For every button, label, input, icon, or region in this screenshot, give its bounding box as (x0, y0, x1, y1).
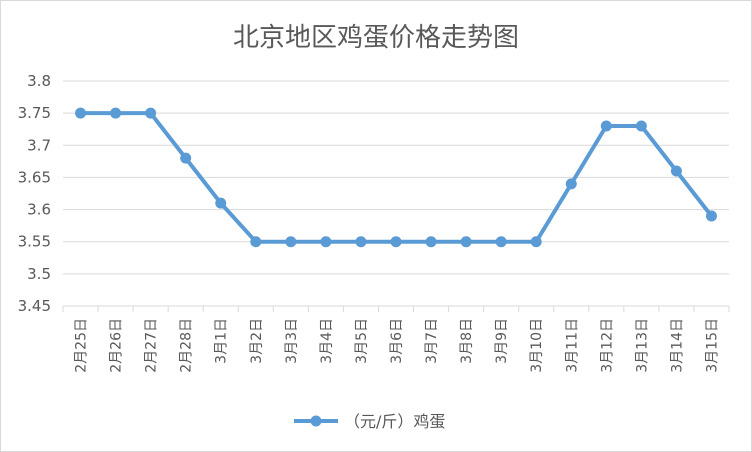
x-tick-label: 3月9日 (494, 318, 510, 364)
data-point (670, 165, 682, 177)
data-point (600, 120, 612, 132)
chart-title: 北京地区鸡蛋价格走势图 (232, 23, 519, 53)
x-tick-label: 3月10日 (529, 318, 545, 373)
x-tick-label: 2月27日 (144, 318, 160, 373)
x-tick-label: 3月5日 (354, 318, 370, 364)
x-tick-label: 3月1日 (214, 318, 230, 364)
y-tick-label: 3.45 (18, 297, 51, 315)
data-point (705, 210, 717, 222)
y-tick-label: 3.8 (27, 72, 51, 90)
x-tick-label: 3月2日 (249, 318, 265, 364)
legend-label: （元/斤）鸡蛋 (344, 412, 445, 431)
x-tick-label: 3月13日 (634, 318, 650, 373)
data-point (75, 107, 87, 119)
x-tick-label: 3月12日 (599, 318, 615, 373)
x-tick-label: 3月15日 (704, 318, 720, 373)
y-tick-label: 3.7 (27, 136, 51, 154)
data-point (425, 236, 437, 248)
data-point (215, 197, 227, 209)
x-tick-label: 3月8日 (459, 318, 475, 364)
data-point (110, 107, 122, 119)
y-tick-label: 3.65 (18, 168, 51, 186)
data-point (530, 236, 542, 248)
x-tick-label: 3月6日 (389, 318, 405, 364)
x-tick-label: 3月7日 (424, 318, 440, 364)
data-point (285, 236, 297, 248)
data-point (390, 236, 402, 248)
data-point (635, 120, 647, 132)
data-point (250, 236, 262, 248)
x-tick-label: 3月11日 (564, 318, 580, 373)
x-tick-label: 2月26日 (109, 318, 125, 373)
y-tick-label: 3.5 (27, 265, 51, 283)
data-point (145, 107, 157, 119)
data-point (565, 178, 577, 190)
x-tick-label: 3月14日 (669, 318, 685, 373)
y-tick-label: 3.55 (18, 233, 51, 251)
data-point (180, 152, 192, 164)
data-point (460, 236, 472, 248)
data-point (320, 236, 332, 248)
data-point (355, 236, 367, 248)
x-tick-label: 2月28日 (179, 318, 195, 373)
x-tick-label: 2月25日 (74, 318, 90, 373)
y-tick-label: 3.6 (27, 201, 51, 219)
y-tick-label: 3.75 (18, 104, 51, 122)
data-point (495, 236, 507, 248)
legend-marker (310, 415, 322, 427)
x-tick-label: 3月3日 (284, 318, 300, 364)
x-tick-label: 3月4日 (319, 318, 335, 364)
